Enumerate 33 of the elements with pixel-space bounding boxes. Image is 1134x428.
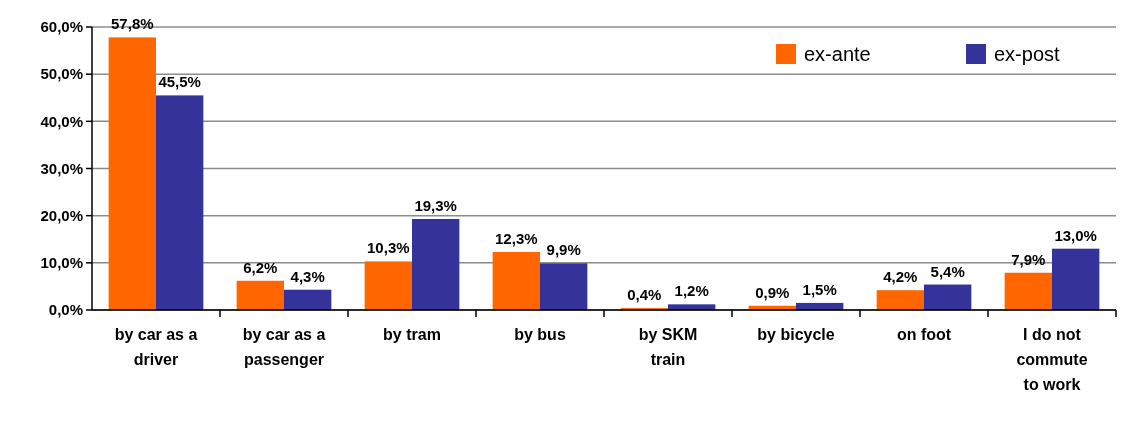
data-label: 12,3% <box>495 229 538 247</box>
data-label: 1,2% <box>674 282 709 300</box>
y-tick-label: 20,0% <box>40 206 83 224</box>
y-tick-label: 30,0% <box>40 159 83 177</box>
data-label: 1,5% <box>802 280 837 298</box>
data-label: 0,9% <box>755 283 790 301</box>
legend-label: ex-ante <box>804 43 871 65</box>
data-label: 19,3% <box>414 196 457 214</box>
data-label: 57,8% <box>111 15 154 33</box>
y-tick-label: 50,0% <box>40 65 83 83</box>
x-tick-label: I do not commute to work <box>1016 326 1088 393</box>
data-label: 10,3% <box>367 239 410 257</box>
y-tick-label: 40,0% <box>40 112 83 130</box>
data-label: 7,9% <box>1011 250 1046 268</box>
data-label: 5,4% <box>930 262 965 280</box>
y-tick-label: 0,0% <box>48 301 83 319</box>
x-tick-label: by car as a passenger <box>242 326 326 368</box>
data-label: 6,2% <box>243 258 278 276</box>
x-tick-label: by bicycle <box>757 326 835 343</box>
data-label: 13,0% <box>1054 226 1097 244</box>
data-label: 0,4% <box>627 286 662 304</box>
data-label: 4,2% <box>883 268 918 286</box>
x-tick-label: on foot <box>896 326 952 343</box>
data-label: 4,3% <box>290 267 325 285</box>
x-tick-label: by tram <box>383 326 441 343</box>
y-tick-label: 60,0% <box>40 18 83 36</box>
data-label: 45,5% <box>158 73 201 91</box>
y-tick-label: 10,0% <box>40 254 83 272</box>
x-tick-label: by bus <box>514 326 566 343</box>
x-tick-label: by SKM train <box>638 326 698 368</box>
x-tick-label: by car as a driver <box>114 326 198 368</box>
legend-label: ex-post <box>994 43 1061 65</box>
data-label: 9,9% <box>546 241 581 259</box>
